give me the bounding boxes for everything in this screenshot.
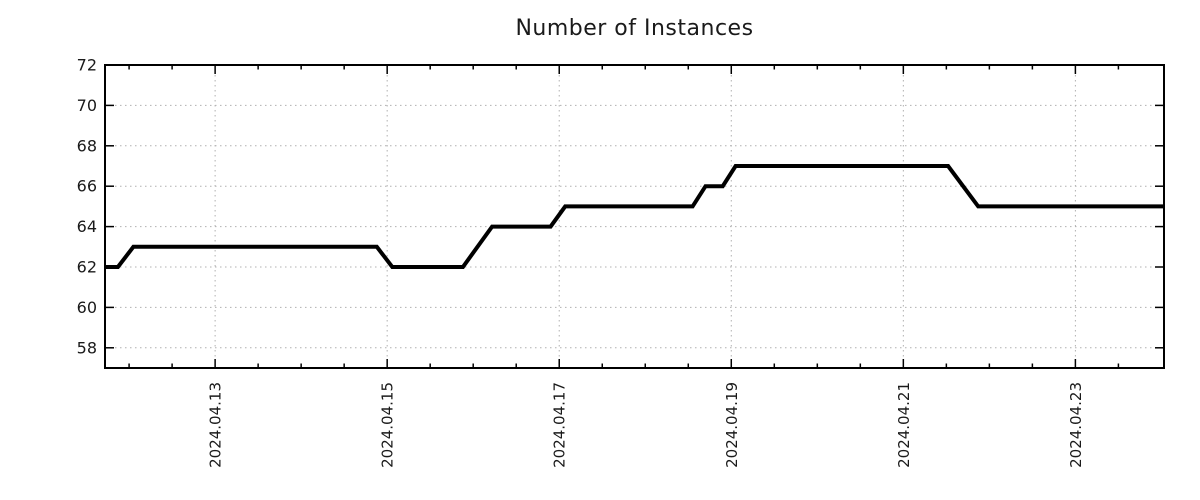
- y-tick-label: 60: [77, 298, 97, 317]
- y-tick-label: 66: [77, 177, 97, 196]
- chart-title: Number of Instances: [515, 16, 754, 41]
- y-tick-label: 62: [77, 258, 97, 277]
- x-tick-label: 2024.04.23: [1067, 382, 1085, 468]
- y-tick-label: 58: [77, 338, 97, 357]
- y-tick-label: 68: [77, 136, 97, 155]
- x-tick-label: 2024.04.17: [551, 382, 569, 468]
- y-tick-label: 70: [77, 96, 97, 115]
- y-tick-label: 64: [77, 217, 97, 236]
- x-tick-label: 2024.04.19: [723, 382, 741, 468]
- y-tick-label: 72: [77, 56, 97, 75]
- plot-border: [104, 64, 1165, 369]
- x-tick-label: 2024.04.21: [895, 382, 913, 468]
- x-tick-label: 2024.04.15: [379, 382, 397, 468]
- series-line: [105, 164, 1164, 269]
- x-tick-label: 2024.04.13: [207, 382, 225, 468]
